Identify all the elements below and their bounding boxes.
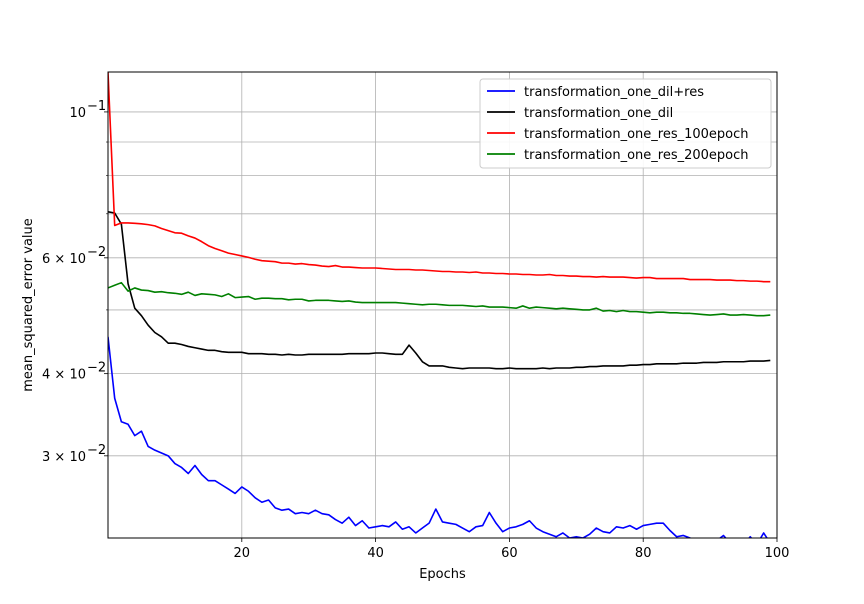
y-tick-label: 3 × 10 bbox=[42, 450, 86, 465]
y-tick-exponent: −2 bbox=[87, 443, 106, 458]
y-tick-label: 6 × 10 bbox=[42, 252, 86, 267]
legend: transformation_one_dil+res transformation… bbox=[479, 78, 772, 169]
legend-box bbox=[479, 78, 772, 169]
x-tick-label: 100 bbox=[765, 546, 790, 561]
legend-label: transformation_one_dil bbox=[524, 106, 673, 121]
series-line-3 bbox=[108, 72, 771, 283]
series-line-2 bbox=[108, 210, 771, 370]
series-line-1 bbox=[108, 336, 768, 538]
x-tick-label: 40 bbox=[367, 546, 384, 561]
y-tick-exponent: −2 bbox=[87, 245, 106, 260]
y-axis-ticks: 10 −16 × 10 −24 × 10 −23 × 10 −2 bbox=[42, 99, 108, 465]
y-tick-exponent: −1 bbox=[87, 99, 106, 114]
y-tick-exponent: −2 bbox=[87, 361, 106, 376]
x-tick-label: 20 bbox=[234, 546, 251, 561]
x-axis-ticks: 20 40 60 80 100 bbox=[234, 538, 790, 561]
series-line-4 bbox=[108, 281, 771, 317]
legend-label: transformation_one_res_100epoch bbox=[524, 127, 749, 142]
legend-label: transformation_one_dil+res bbox=[524, 85, 704, 100]
series-layer bbox=[108, 72, 771, 538]
y-axis-label: mean_squared_error value bbox=[21, 218, 36, 392]
y-tick-label: 10 bbox=[69, 106, 86, 121]
legend-label: transformation_one_res_200epoch bbox=[524, 148, 749, 163]
x-axis-label: Epochs bbox=[419, 567, 466, 582]
y-tick-label: 4 × 10 bbox=[42, 368, 86, 383]
plot-frame bbox=[107, 71, 778, 539]
x-tick-label: 60 bbox=[501, 546, 518, 561]
x-tick-label: 80 bbox=[635, 546, 652, 561]
